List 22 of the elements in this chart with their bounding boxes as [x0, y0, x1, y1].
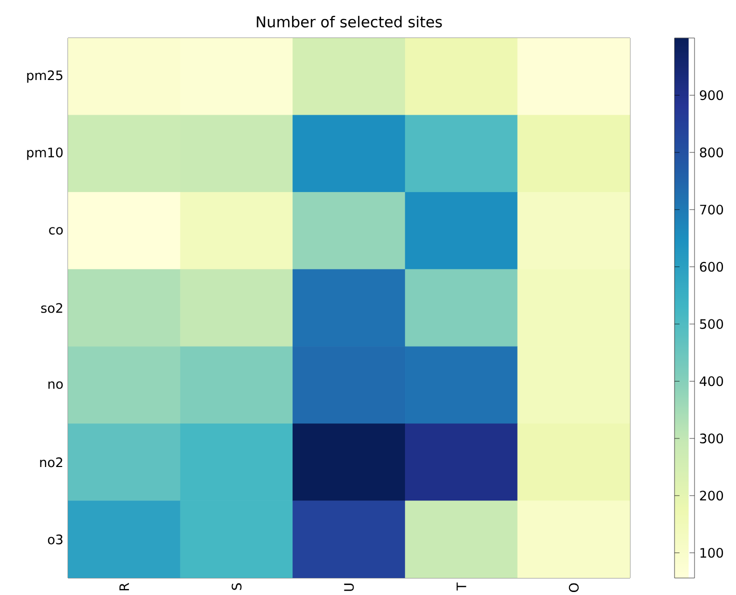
x-tick-label: S	[232, 583, 242, 590]
color-bar-label: 300	[700, 434, 724, 444]
color-bar-label: 900	[700, 90, 724, 100]
x-tick-label: R	[119, 582, 129, 590]
y-tick-label: no	[48, 381, 63, 389]
color-bar-label: 100	[700, 548, 724, 558]
y-tick-label: no2	[40, 457, 62, 468]
x-tick-label: U	[344, 584, 354, 591]
chart-title: Number of selected sites	[256, 16, 442, 28]
y-tick-label: pm25	[27, 70, 62, 83]
y-tick-label: so2	[41, 303, 62, 313]
x-tick-label: O	[568, 583, 579, 592]
y-tick-label: o3	[48, 534, 62, 544]
color-bar-label: 400	[700, 376, 724, 386]
color-bar-label: 700	[700, 204, 724, 215]
y-tick-label: pm10	[27, 148, 63, 160]
x-tick-label: T	[456, 582, 466, 591]
y-tick-label: co	[49, 227, 63, 235]
color-bar-label: 600	[700, 262, 724, 272]
color-bar-label: 800	[700, 147, 724, 158]
color-bar-label: 500	[700, 319, 724, 329]
color-bar-label: 200	[700, 490, 724, 501]
